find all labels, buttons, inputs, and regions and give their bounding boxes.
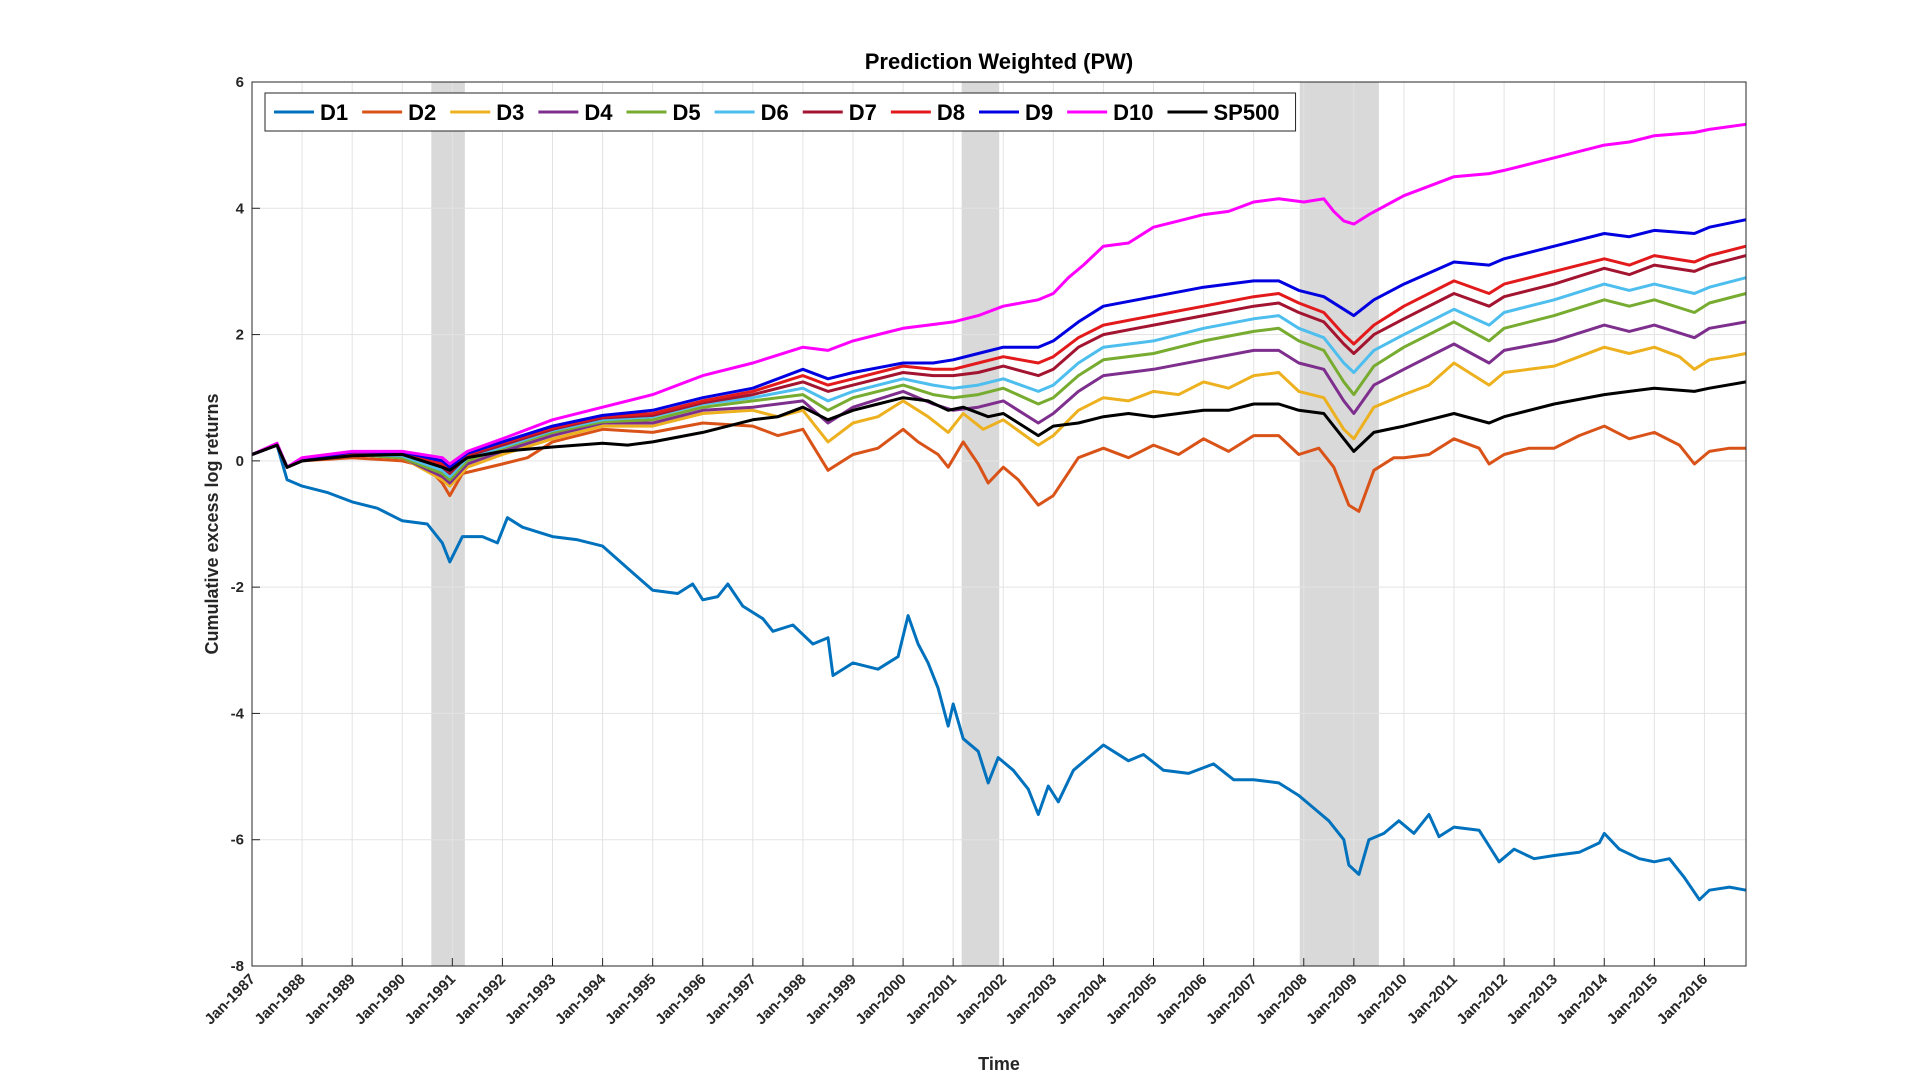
y-tick-label: -2 [231,579,244,596]
y-tick-label: 2 [236,327,244,344]
series-layer [251,122,1747,902]
series-line-d4 [251,320,1747,485]
legend-label-d3: D3 [496,100,524,125]
y-tick-label: -6 [231,832,244,849]
recession-band-1 [431,82,465,966]
y-tick-label: 4 [236,200,245,217]
recession-band-2 [961,82,1000,966]
series-line-d9 [251,218,1747,469]
y-tick-label: -4 [231,705,245,722]
recession-shading [431,82,1379,966]
plot-frame [251,81,1747,967]
series-line-d6 [251,276,1747,479]
legend-label-d4: D4 [584,100,613,125]
series-line-d10 [251,122,1747,469]
legend-label-d1: D1 [320,100,348,125]
legend-label-d2: D2 [408,100,436,125]
legend-label-d9: D9 [1025,100,1053,125]
chart-title: Prediction Weighted (PW) [865,49,1133,74]
series-line-sp500 [251,380,1747,472]
legend-label-sp500: SP500 [1213,100,1279,125]
y-axis: -8 -6 -4 -2 0 2 4 6 [231,74,260,975]
legend: D1 D2 D3 D4 D5 D6 D7 D8 D9 D10 SP500 [264,92,1297,132]
legend-label-d7: D7 [849,100,877,125]
series-line-d3 [251,345,1747,488]
recession-band-3 [1299,82,1379,966]
x-axis-label: Time [978,1054,1020,1074]
series-line-d5 [251,292,1747,482]
y-tick-label: 6 [236,74,244,91]
legend-label-d8: D8 [937,100,965,125]
legend-label-d6: D6 [761,100,789,125]
grid [251,81,1746,967]
legend-box [264,92,1297,132]
legend-label-d5: D5 [673,100,701,125]
y-axis-label: Cumulative excess log returns [202,393,222,654]
legend-label-d10: D10 [1113,100,1153,125]
y-tick-label: 0 [236,453,244,470]
series-line-d2 [251,421,1746,513]
y-tick-label: -8 [231,958,244,975]
series-line-d1 [251,443,1747,902]
